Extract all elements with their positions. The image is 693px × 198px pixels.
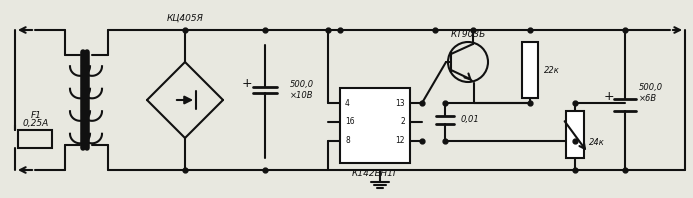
- Text: 0,01: 0,01: [461, 115, 480, 124]
- Text: 0,25А: 0,25А: [23, 118, 49, 128]
- Text: F1: F1: [30, 110, 42, 120]
- Text: 16: 16: [345, 117, 355, 126]
- Text: 500,0
×6В: 500,0 ×6В: [639, 83, 663, 103]
- Text: К142ЕН1Г: К142ЕН1Г: [351, 168, 398, 177]
- Text: 13: 13: [396, 98, 405, 108]
- Text: КЦ405Я: КЦ405Я: [166, 13, 204, 23]
- Text: 4: 4: [345, 98, 350, 108]
- Text: +: +: [242, 76, 252, 89]
- Text: КТ903Б: КТ903Б: [450, 30, 486, 38]
- Text: 24к: 24к: [589, 138, 605, 147]
- Bar: [522, 42, 538, 98]
- Text: 500,0
×10В: 500,0 ×10В: [290, 80, 314, 100]
- Bar: [566, 111, 584, 158]
- Text: +: +: [604, 89, 614, 103]
- Text: 8: 8: [345, 136, 350, 145]
- Bar: [18, 130, 52, 148]
- Text: 12: 12: [396, 136, 405, 145]
- Text: 22к: 22к: [544, 66, 560, 74]
- Bar: [340, 88, 410, 163]
- Text: 2: 2: [401, 117, 405, 126]
